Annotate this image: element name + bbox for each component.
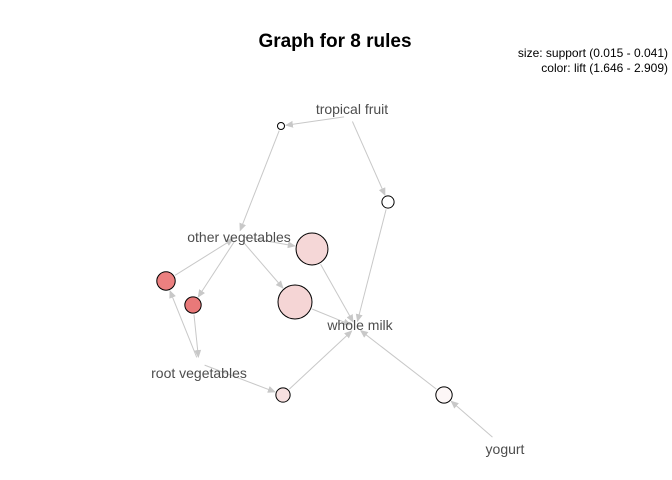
edge-r7-to-whole-milk [288, 330, 353, 390]
edge-r2-to-whole-milk [355, 209, 387, 323]
edge-tropical-fruit-to-r2 [351, 121, 386, 196]
item-label-whole-milk: whole milk [326, 317, 393, 333]
rule-node-r3 [295, 232, 329, 266]
edge-r1-to-other-vegetables [239, 130, 280, 232]
edge-r4-to-other-vegetables [174, 238, 234, 276]
graph-title: Graph for 8 rules [258, 31, 411, 52]
edges-layer [169, 116, 493, 438]
edge-root-vegetables-to-r4 [169, 290, 198, 358]
edge-r5-to-root-vegetables [193, 314, 202, 359]
edge-r6-to-whole-milk [311, 308, 352, 326]
rule-node-r6 [277, 284, 313, 320]
rule-node-r7 [275, 387, 291, 403]
rule-node-r4 [156, 271, 176, 291]
edge-root-vegetables-to-r7 [204, 364, 276, 393]
edge-r8-to-whole-milk [359, 330, 437, 390]
item-label-tropical-fruit: tropical fruit [316, 101, 388, 117]
edge-other-vegetables-to-r6 [241, 240, 284, 289]
rule-node-r8 [435, 386, 453, 404]
edge-yogurt-to-r8 [450, 400, 493, 438]
rule-node-r2 [381, 195, 395, 209]
item-label-yogurt: yogurt [486, 441, 525, 457]
edge-other-vegetables-to-r5 [197, 240, 236, 298]
edge-tropical-fruit-to-r1 [284, 116, 345, 128]
legend-size: size: support (0.015 - 0.041) [518, 46, 668, 60]
legend-color: color: lift (1.646 - 2.909) [541, 61, 668, 75]
item-label-root-vegetables: root vegetables [151, 365, 247, 381]
edge-r3-to-whole-milk [320, 263, 354, 323]
item-labels-layer: tropical fruit other vegetables whole milk… [151, 101, 524, 457]
rule-node-r1 [277, 122, 285, 130]
rule-nodes-layer [156, 122, 453, 404]
item-label-other-vegetables: other vegetables [187, 229, 291, 245]
edge-other-vegetables-to-r3 [243, 236, 296, 249]
rule-node-r5 [184, 296, 202, 314]
